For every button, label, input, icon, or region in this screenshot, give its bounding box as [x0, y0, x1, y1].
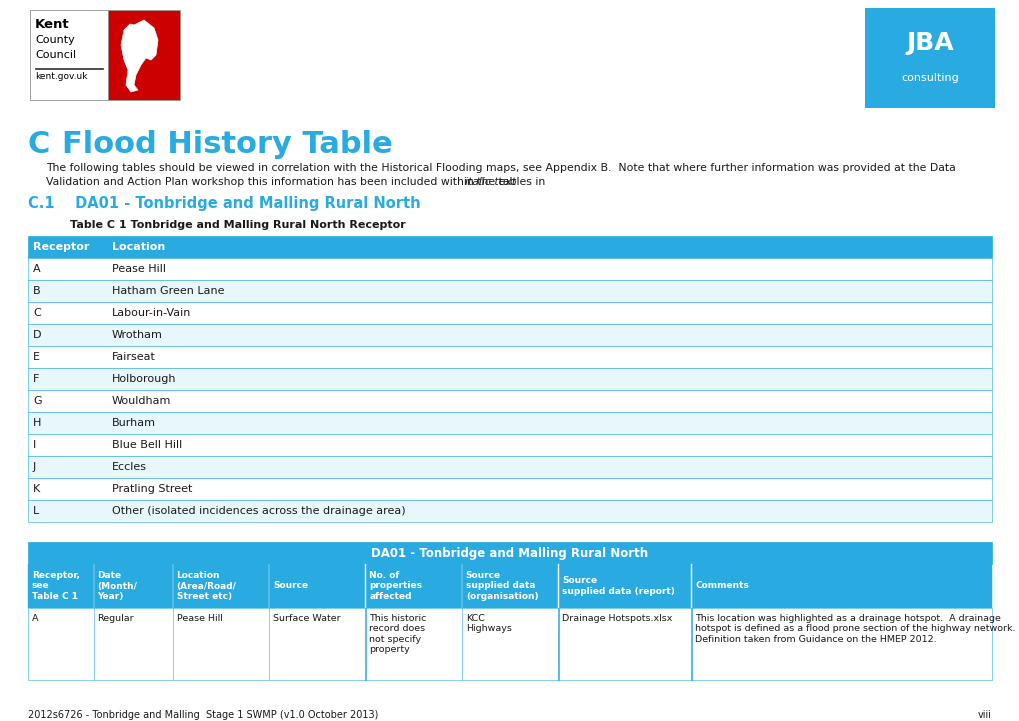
- Text: G: G: [33, 396, 42, 406]
- Text: H: H: [33, 418, 42, 428]
- Text: Source
supplied data
(organisation): Source supplied data (organisation): [466, 571, 538, 601]
- FancyBboxPatch shape: [847, 0, 1011, 121]
- Text: A: A: [33, 264, 41, 274]
- Text: No. of
properties
affected: No. of properties affected: [369, 571, 422, 601]
- Text: Blue Bell Hill: Blue Bell Hill: [112, 440, 182, 450]
- Text: DA01 - Tonbridge and Malling Rural North: DA01 - Tonbridge and Malling Rural North: [371, 547, 648, 559]
- Text: C: C: [28, 130, 50, 159]
- Bar: [30, 10, 179, 100]
- Text: Receptor,
see
Table C 1: Receptor, see Table C 1: [32, 571, 79, 601]
- Text: This historic
record does
not specify
property: This historic record does not specify pr…: [369, 614, 426, 654]
- Text: Burham: Burham: [112, 418, 156, 428]
- Text: Wouldham: Wouldham: [112, 396, 171, 406]
- Text: Receptor: Receptor: [33, 242, 90, 252]
- Text: Validation and Action Plan workshop this information has been included within th: Validation and Action Plan workshop this…: [46, 177, 548, 187]
- Text: Source: Source: [273, 582, 308, 590]
- Bar: [28, 412, 991, 434]
- Text: C.1    DA01 - Tonbridge and Malling Rural North: C.1 DA01 - Tonbridge and Malling Rural N…: [28, 196, 420, 211]
- Text: JBA: JBA: [905, 31, 953, 55]
- Bar: [28, 280, 991, 302]
- Text: Pratling Street: Pratling Street: [112, 484, 193, 494]
- Text: Flood History Table: Flood History Table: [62, 130, 392, 159]
- Bar: [28, 608, 991, 680]
- Text: Wrotham: Wrotham: [112, 330, 163, 340]
- Bar: [28, 236, 991, 258]
- Text: kent.gov.uk: kent.gov.uk: [35, 72, 88, 81]
- Text: F: F: [33, 374, 40, 384]
- Text: Council: Council: [35, 50, 76, 60]
- Text: Kent: Kent: [35, 18, 69, 31]
- Bar: [28, 302, 991, 324]
- Text: County: County: [35, 35, 74, 45]
- Text: I: I: [33, 440, 37, 450]
- Text: Pease Hill: Pease Hill: [112, 264, 166, 274]
- Polygon shape: [121, 20, 158, 92]
- Text: KCC
Highways: KCC Highways: [466, 614, 512, 634]
- Text: Location
(Area/Road/
Street etc): Location (Area/Road/ Street etc): [176, 571, 236, 601]
- Text: Other (isolated incidences across the drainage area): Other (isolated incidences across the dr…: [112, 506, 406, 516]
- Text: Fairseat: Fairseat: [112, 352, 156, 362]
- Bar: [28, 346, 991, 368]
- Bar: [28, 368, 991, 390]
- Text: Date
(Month/
Year): Date (Month/ Year): [98, 571, 138, 601]
- Text: Surface Water: Surface Water: [273, 614, 340, 623]
- Text: Comments: Comments: [695, 582, 748, 590]
- Text: A: A: [32, 614, 39, 623]
- Text: E: E: [33, 352, 40, 362]
- Text: viii: viii: [977, 710, 991, 720]
- Bar: [28, 434, 991, 456]
- Bar: [28, 456, 991, 478]
- Bar: [28, 478, 991, 500]
- Bar: [28, 500, 991, 522]
- Text: Regular: Regular: [98, 614, 135, 623]
- Text: Labour-in-Vain: Labour-in-Vain: [112, 308, 192, 318]
- Bar: [28, 564, 991, 608]
- Text: 𝕳: 𝕳: [127, 33, 154, 76]
- Bar: [28, 542, 991, 564]
- Text: Hatham Green Lane: Hatham Green Lane: [112, 286, 224, 296]
- Text: L: L: [33, 506, 39, 516]
- Bar: [28, 390, 991, 412]
- Bar: [28, 324, 991, 346]
- Text: 2012s6726 - Tonbridge and Malling  Stage 1 SWMP (v1.0 October 2013): 2012s6726 - Tonbridge and Malling Stage …: [28, 710, 378, 720]
- Text: This location was highlighted as a drainage hotspot.  A drainage
hotspot is defi: This location was highlighted as a drain…: [695, 614, 1015, 644]
- Text: Holborough: Holborough: [112, 374, 176, 384]
- Text: B: B: [33, 286, 41, 296]
- Bar: [28, 258, 991, 280]
- Text: Table C 1 Tonbridge and Malling Rural North Receptor: Table C 1 Tonbridge and Malling Rural No…: [70, 220, 406, 230]
- Text: J: J: [33, 462, 37, 472]
- Text: Eccles: Eccles: [112, 462, 147, 472]
- Text: C: C: [33, 308, 41, 318]
- Text: consulting: consulting: [900, 73, 958, 83]
- Text: Drainage Hotspots.xlsx: Drainage Hotspots.xlsx: [561, 614, 672, 623]
- Text: Location: Location: [112, 242, 165, 252]
- Text: Source
supplied data (report): Source supplied data (report): [561, 576, 675, 596]
- Bar: [108, 10, 179, 100]
- Bar: [30, 10, 108, 100]
- Text: italic text: italic text: [464, 177, 515, 187]
- Text: The following tables should be viewed in correlation with the Historical Floodin: The following tables should be viewed in…: [46, 163, 955, 173]
- Text: D: D: [33, 330, 42, 340]
- Text: Pease Hill: Pease Hill: [176, 614, 222, 623]
- Text: K: K: [33, 484, 40, 494]
